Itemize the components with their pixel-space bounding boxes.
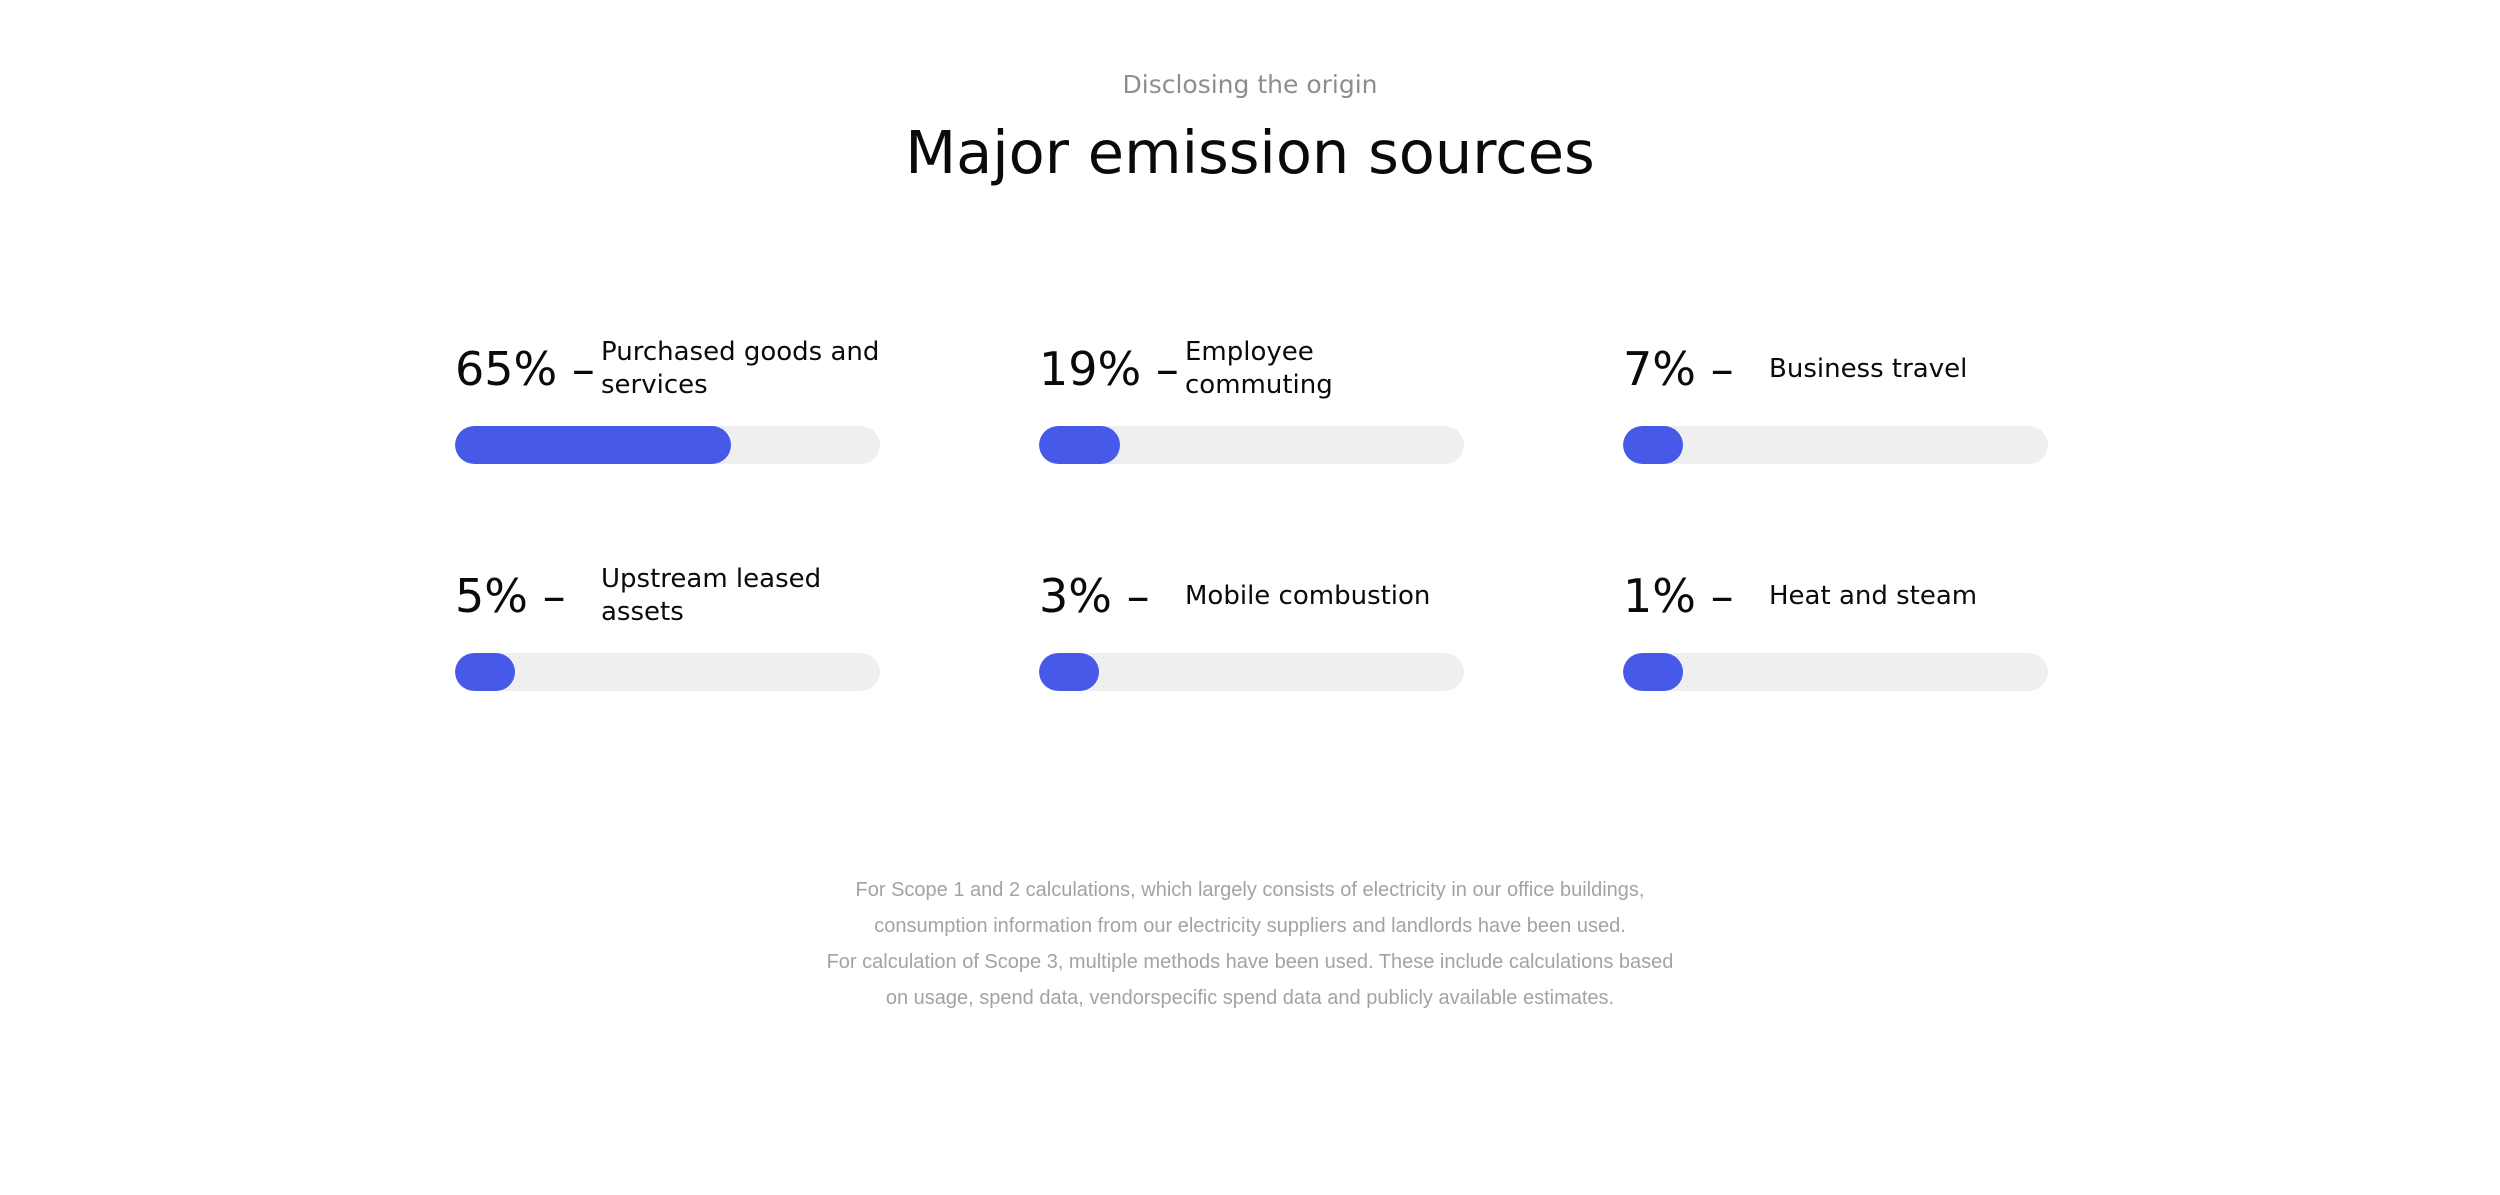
emission-item-header: 1% – Heat and steam [1623,562,2048,630]
footnote-line: For calculation of Scope 3, multiple met… [826,951,1674,973]
footnote-line: on usage, spend data, vendorspecific spe… [885,987,1615,1009]
emission-item-business-travel: 7% – Business travel [1623,335,2048,464]
emission-category-label: Upstream leased assets [601,564,822,627]
page-title: Major emission sources [905,118,1595,187]
emission-bar-track [1623,653,2048,691]
emission-category-label: Employee commuting [1185,337,1333,400]
emission-sources-chart: 65% – Purchased goods and services 19% –… [455,335,2048,691]
emission-category-label: Business travel [1769,353,1968,384]
emission-bar-fill [1039,653,1099,691]
section-eyebrow: Disclosing the origin [1122,70,1378,99]
emission-percent-label: 19% – [1039,342,1179,396]
emission-item-mobile-combustion: 3% – Mobile combustion [1039,562,1464,691]
emission-item-employee-commuting: 19% – Employee commuting [1039,335,1464,464]
emission-bar-track [455,653,880,691]
emission-category-label: Mobile combustion [1185,580,1431,611]
emission-bar-fill [1039,426,1120,464]
footnote-line: consumption information from our electri… [874,915,1626,937]
emission-bar-track [455,426,880,464]
emission-bar-fill [455,426,731,464]
methodology-footnote: For Scope 1 and 2 calculations, which la… [0,872,2500,1016]
emission-category-label: Heat and steam [1769,580,1978,611]
emission-percent-label: 5% – [455,569,566,623]
emission-item-purchased-goods: 65% – Purchased goods and services [455,335,880,464]
emission-bar-track [1039,426,1464,464]
footnote-line: For Scope 1 and 2 calculations, which la… [855,879,1645,901]
emission-bar-fill [1623,426,1683,464]
emission-item-header: 5% – Upstream leased assets [455,562,880,630]
emission-item-header: 3% – Mobile combustion [1039,562,1464,630]
emission-item-header: 65% – Purchased goods and services [455,335,880,403]
emission-percent-label: 1% – [1623,569,1734,623]
emission-category-label: Purchased goods and services [601,337,880,400]
emission-item-header: 7% – Business travel [1623,335,2048,403]
emission-item-heat-and-steam: 1% – Heat and steam [1623,562,2048,691]
emission-bar-fill [1623,653,1683,691]
emission-item-upstream-leased-assets: 5% – Upstream leased assets [455,562,880,691]
emission-bar-track [1623,426,2048,464]
emission-percent-label: 7% – [1623,342,1734,396]
emission-bar-fill [455,653,515,691]
emission-percent-label: 3% – [1039,569,1150,623]
emission-bar-track [1039,653,1464,691]
emission-percent-label: 65% – [455,342,595,396]
emission-item-header: 19% – Employee commuting [1039,335,1464,403]
